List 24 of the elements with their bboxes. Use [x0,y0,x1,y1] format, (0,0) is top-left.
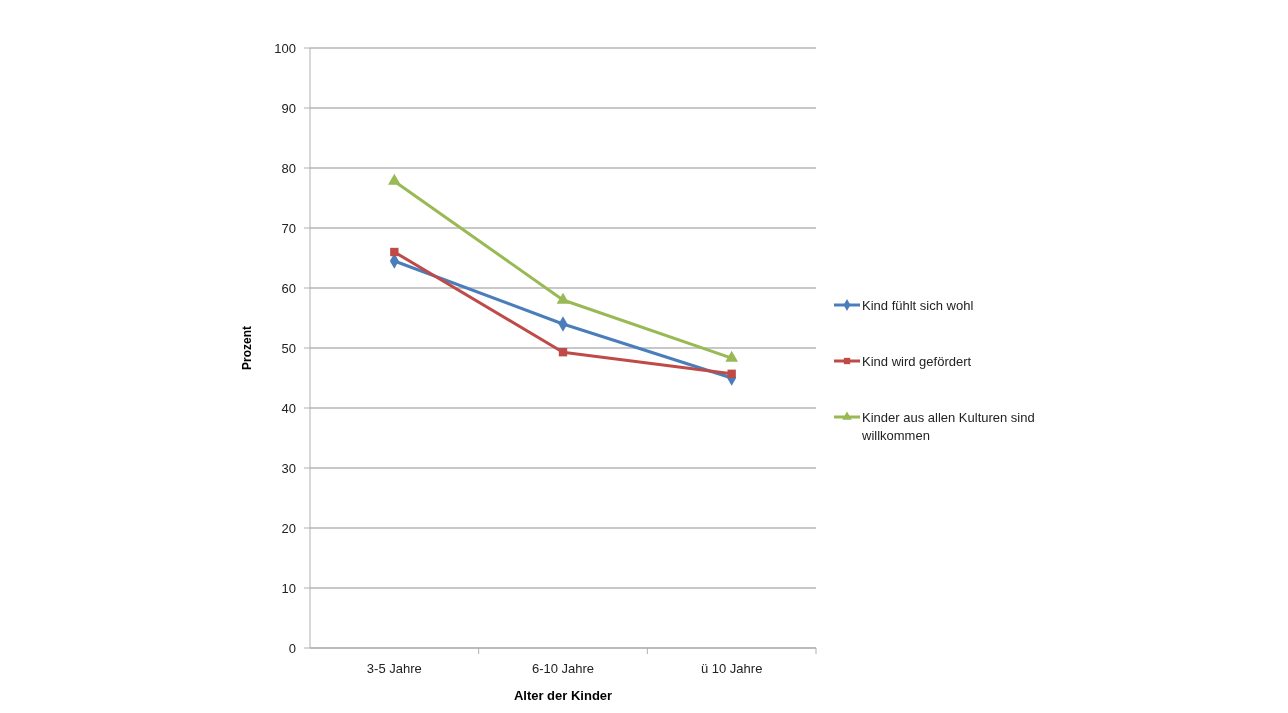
y-tick-label: 80 [281,160,296,176]
y-tick-label: 0 [288,640,296,656]
x-tick-label: 3-5 Jahre [366,661,422,676]
legend-label: Kind fühlt sich wohl [862,297,974,313]
legend-label: Kinder aus allen Kulturen sind willkommen [861,409,1035,443]
y-tick-label: 60 [281,280,296,296]
legend-label: Kind wird gefördert [862,353,972,369]
y-tick-label: 70 [281,220,296,236]
y-tick-label: 40 [281,400,296,416]
y-tick-label: 20 [281,520,296,536]
y-axis-title: Prozent [240,325,254,371]
x-tick-label: ü 10 Jahre [700,661,763,676]
point [387,173,401,185]
point [558,348,568,357]
point [556,292,570,304]
x-axis-title: Alter der Kinder [513,688,613,703]
point [390,247,399,257]
y-tick-label: 10 [281,580,296,596]
y-tick-label: 30 [281,460,296,476]
point [727,369,736,378]
x-tick-label: 6-10 Jahre [531,661,595,676]
y-tick-label: 50 [281,340,296,356]
y-tick-label: 100 [274,40,296,56]
y-tick-label: 90 [281,100,296,116]
